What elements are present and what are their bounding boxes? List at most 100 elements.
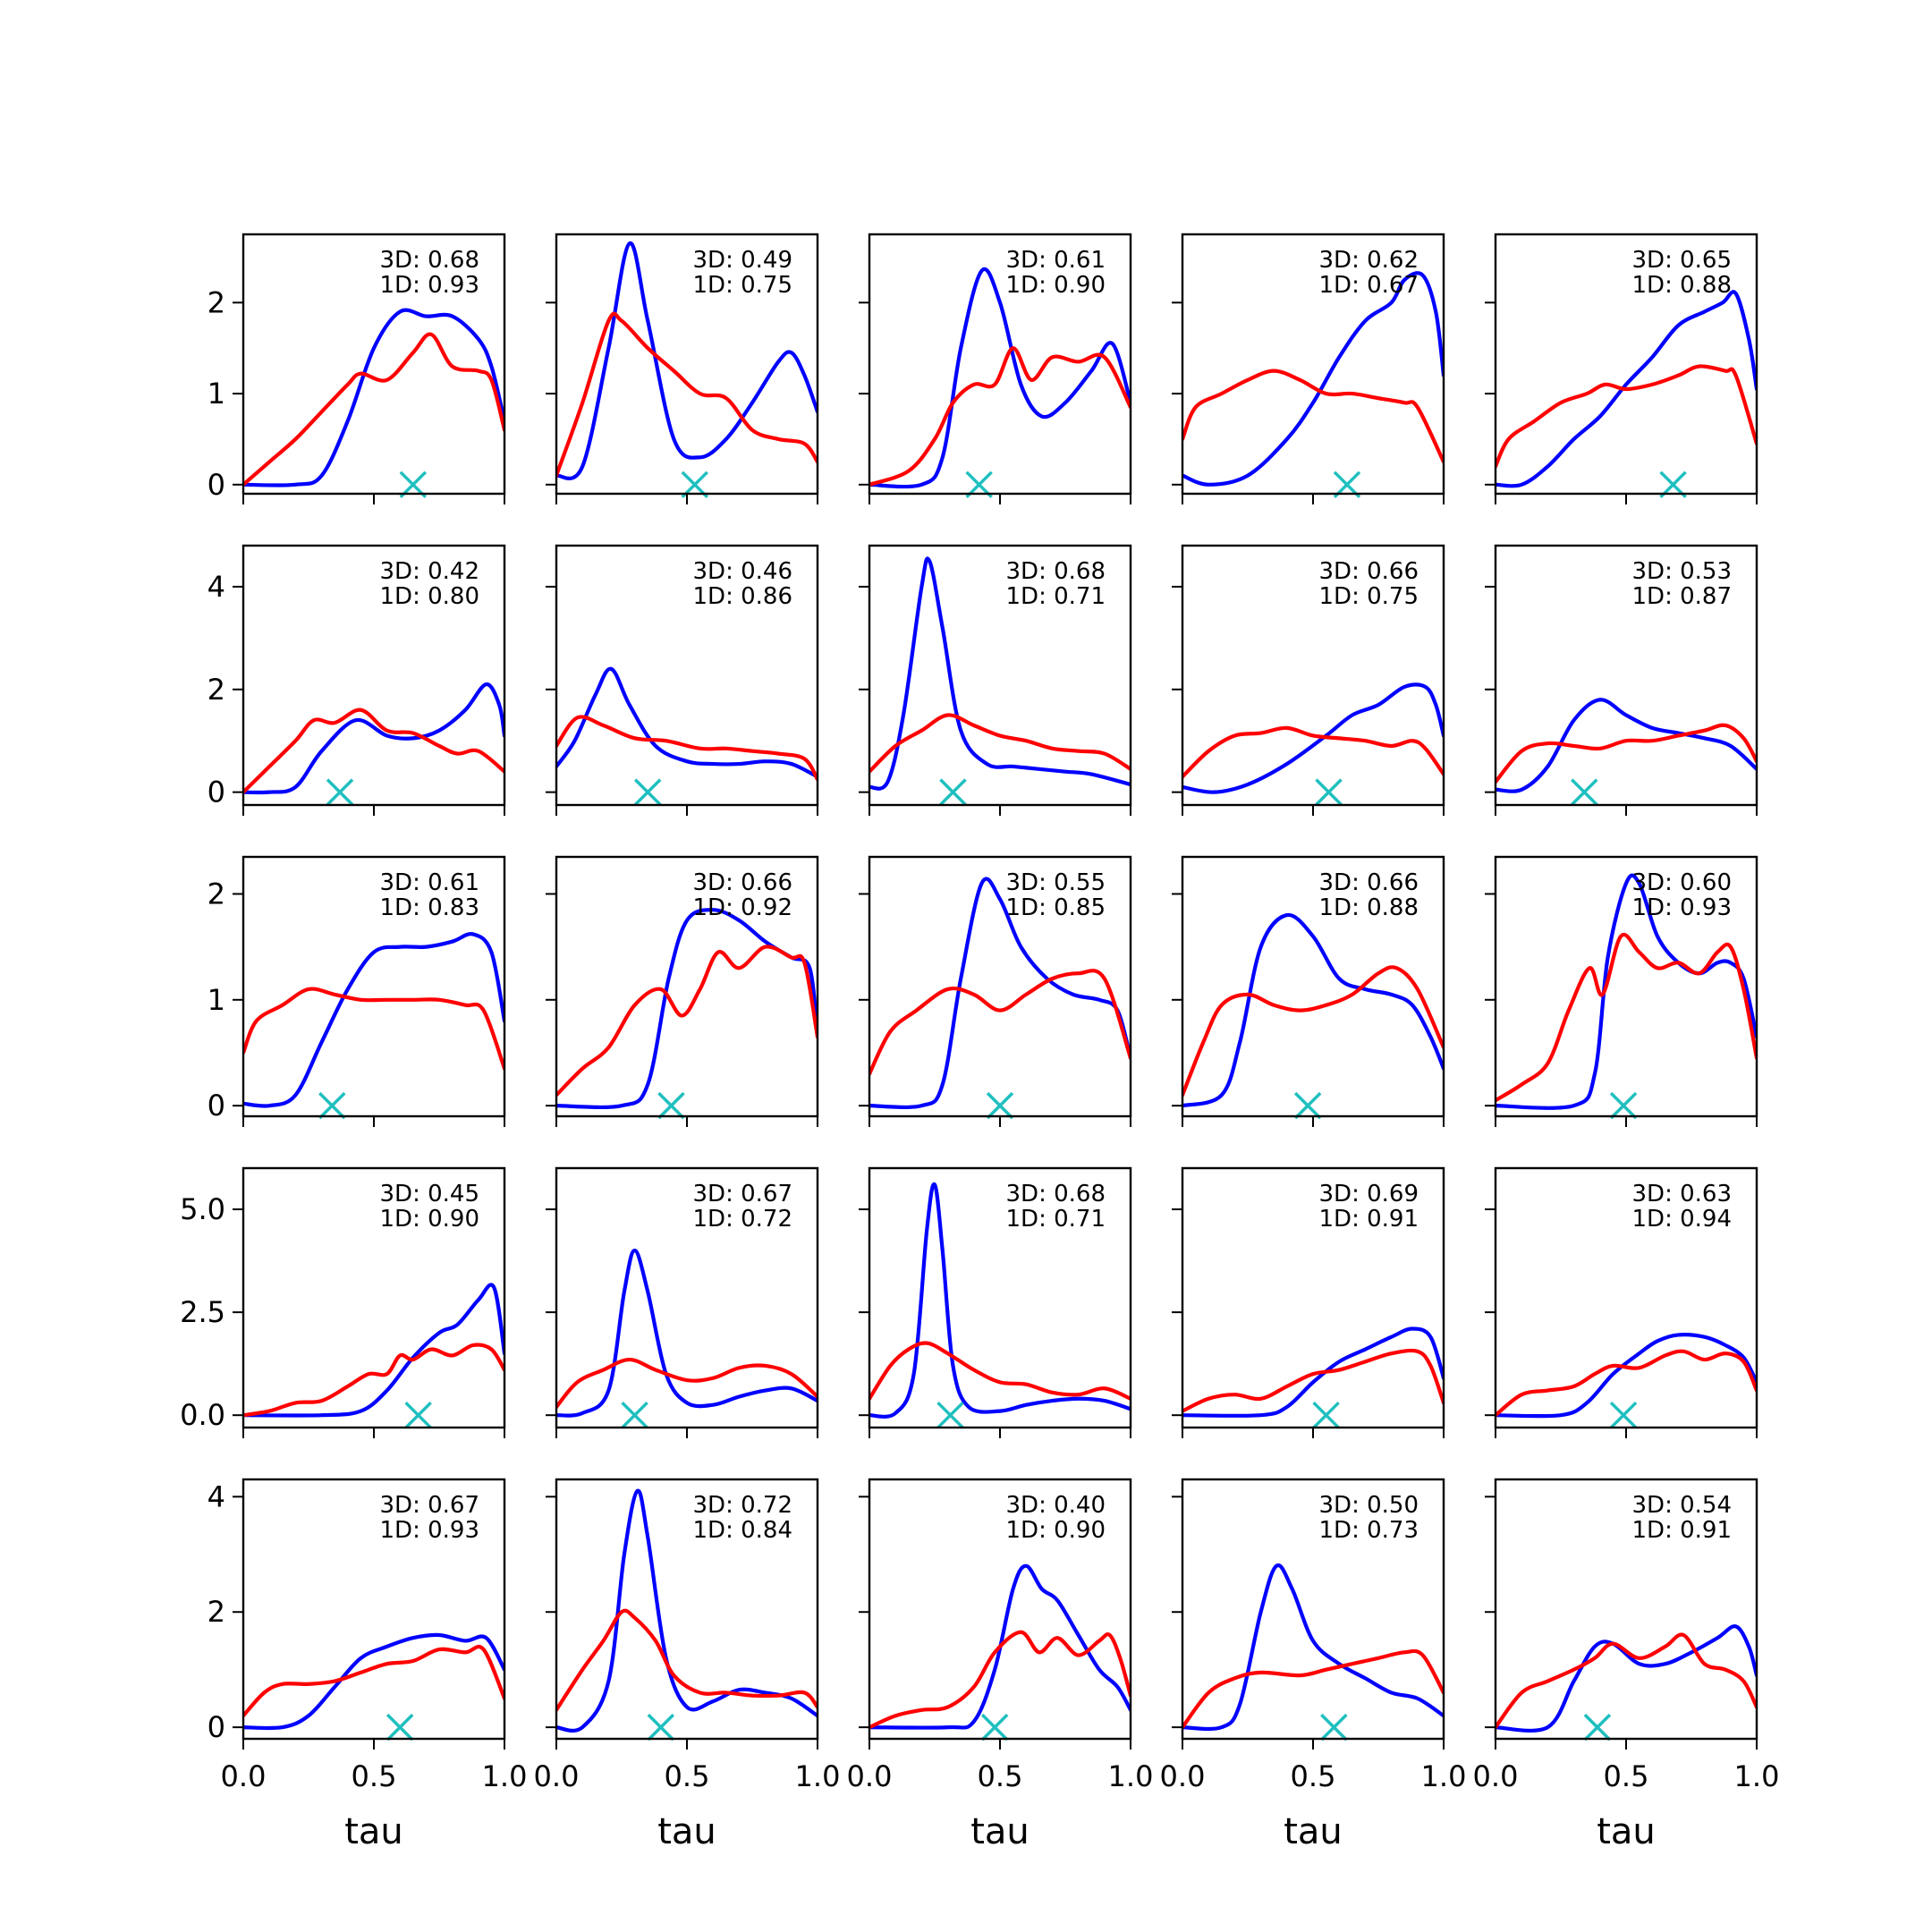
score-annotation: 1D: 0.71 [1006,583,1106,610]
blue-series-line [556,1248,818,1418]
score-annotation: 3D: 0.67 [693,1181,792,1208]
score-annotation: 1D: 0.87 [1632,583,1732,610]
blue-series-line [243,682,504,795]
score-annotation: 1D: 0.88 [1632,272,1732,299]
score-annotation: 3D: 0.40 [1006,1492,1106,1519]
score-annotation: 3D: 0.54 [1632,1492,1732,1519]
score-annotation: 1D: 0.86 [693,583,792,610]
y-tick-label: 2 [208,1595,225,1629]
tau-marker [1293,1091,1322,1120]
score-annotation: 1D: 0.75 [693,272,792,299]
tau-marker [657,1091,685,1120]
score-annotation: 1D: 0.90 [1006,272,1106,299]
red-series-line [556,311,818,478]
score-annotation: 1D: 0.94 [1632,1206,1732,1233]
blue-series-line [1496,698,1757,793]
score-annotation: 3D: 0.65 [1632,247,1732,274]
red-series-line [1182,369,1444,464]
blue-series-line [243,932,504,1108]
red-series-line [556,1357,818,1410]
red-series-line [243,708,504,794]
score-annotation: 1D: 0.93 [1632,894,1732,921]
x-axis-label: tau [970,1811,1030,1852]
red-series-line [1182,965,1444,1097]
x-axis-label: tau [344,1811,403,1852]
tau-marker [980,1713,1009,1741]
tau-marker [939,778,967,806]
tau-marker [986,1091,1014,1120]
x-tick-label: 1.0 [1734,1759,1780,1793]
tau-marker [318,1091,346,1120]
score-annotation: 3D: 0.49 [693,247,792,274]
y-tick-label: 2 [208,673,225,707]
red-series-line [1496,932,1757,1103]
x-tick-label: 1.0 [795,1759,841,1793]
x-tick-label: 0.0 [1473,1759,1519,1793]
blue-series-line [869,556,1131,791]
red-series-line [243,987,504,1071]
score-annotation: 3D: 0.55 [1006,869,1106,896]
score-annotation: 1D: 0.80 [380,583,479,610]
tau-marker [1583,1713,1612,1741]
red-series-line [243,1343,504,1418]
red-series-line [556,1608,818,1712]
x-tick-label: 1.0 [482,1759,528,1793]
red-series-line [243,332,504,487]
blue-series-line [1496,290,1757,488]
blue-series-line [556,908,818,1110]
tau-marker [1312,1401,1340,1429]
score-annotation: 3D: 0.53 [1632,558,1732,585]
red-series-line [556,715,818,782]
blue-series-line [556,1488,818,1733]
blue-series-line [243,308,504,487]
score-annotation: 1D: 0.71 [1006,1206,1106,1233]
tau-marker [1609,1091,1638,1120]
tau-marker [386,1713,414,1741]
y-tick-label: 5.0 [180,1192,225,1226]
tau-marker [1609,1401,1638,1429]
score-annotation: 1D: 0.91 [1319,1206,1419,1233]
score-annotation: 3D: 0.61 [1006,247,1106,274]
score-annotation: 3D: 0.50 [1319,1492,1419,1519]
tau-marker [326,778,354,806]
y-tick-label: 1 [208,983,225,1017]
blue-series-line [869,267,1131,489]
y-tick-label: 0 [208,468,225,502]
score-annotation: 1D: 0.85 [1006,894,1106,921]
score-annotation: 3D: 0.66 [1319,558,1419,585]
y-tick-label: 2 [208,877,225,911]
score-annotation: 3D: 0.66 [1319,869,1419,896]
y-tick-label: 0.0 [180,1398,225,1432]
score-annotation: 1D: 0.73 [1319,1517,1419,1544]
y-tick-label: 0 [208,775,225,809]
blue-series-line [869,877,1131,1109]
score-annotation: 3D: 0.46 [693,558,792,585]
red-series-line [1496,1632,1757,1730]
x-tick-label: 0.0 [847,1759,893,1793]
blue-series-line [1182,271,1444,487]
score-annotation: 3D: 0.62 [1319,247,1419,274]
score-annotation: 3D: 0.69 [1319,1181,1419,1208]
score-annotation: 3D: 0.68 [1006,1181,1106,1208]
x-tick-label: 1.0 [1421,1759,1467,1793]
tau-marker [647,1713,675,1741]
x-tick-label: 0.0 [534,1759,580,1793]
x-axis-label: tau [657,1811,716,1852]
score-annotation: 1D: 0.83 [380,894,479,921]
